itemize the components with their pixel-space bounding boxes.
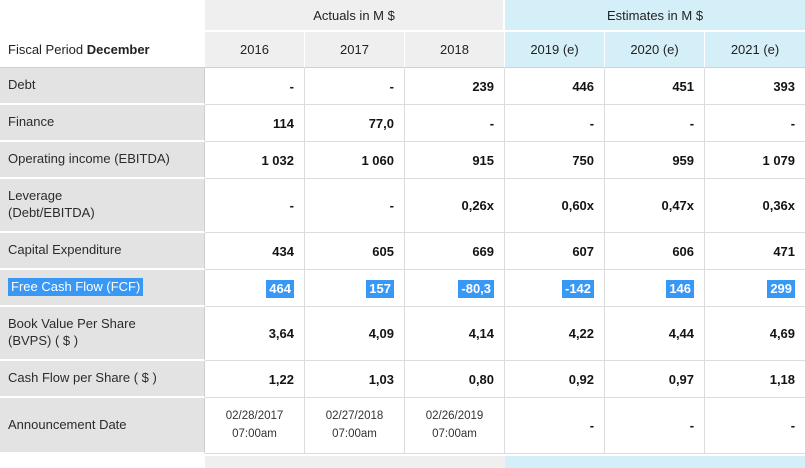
column-header-row: Fiscal Period December 2016 2017 2018 2019 … — [0, 32, 805, 68]
value-cell: 0,80 — [405, 361, 506, 398]
value-cell: - — [605, 398, 706, 454]
value-cell: 0,92 — [505, 361, 606, 398]
financials-table: Actuals in M $ Estimates in M $ Fiscal P… — [0, 0, 805, 454]
value-cell: 146 — [605, 270, 706, 307]
value-cell: -80,3 — [405, 270, 506, 307]
row-label: Operating income (EBITDA) — [0, 142, 205, 179]
row-label: Debt — [0, 68, 205, 105]
fiscal-period-label: Fiscal Period December — [0, 32, 205, 68]
column-header-2020: 2020 (e) — [605, 32, 706, 68]
value-cell: - — [505, 398, 606, 454]
table-row: Cash Flow per Share ( $ ) 1,22 1,03 0,80 0,9… — [0, 361, 805, 398]
row-label: Leverage (Debt/EBITDA) — [0, 179, 205, 233]
value-cell: 915 — [405, 142, 506, 179]
next-section-strip — [0, 456, 805, 468]
date-cell: 02/26/2019 07:00am — [405, 398, 506, 454]
column-header-2016: 2016 — [205, 32, 305, 68]
value-cell: 1 079 — [705, 142, 805, 179]
row-label: Announcement Date — [0, 398, 205, 454]
table-row: Book Value Per Share (BVPS) ( $ ) 3,64 4,0… — [0, 307, 805, 361]
actuals-group-header: Actuals in M $ — [205, 0, 506, 32]
value-cell: 157 — [305, 270, 405, 307]
value-cell: - — [405, 105, 506, 142]
row-label: Free Cash Flow (FCF) — [0, 270, 205, 307]
value-cell: 607 — [505, 233, 606, 270]
value-cell: 606 — [605, 233, 706, 270]
date-cell: 02/27/2018 07:00am — [305, 398, 405, 454]
table-row: Finance 114 77,0- - - - — [0, 105, 805, 142]
value-cell: -142 — [505, 270, 606, 307]
value-cell: 239 — [405, 68, 506, 105]
table-row: Capital Expenditure 434 605 669 607 606 471 — [0, 233, 805, 270]
estimates-group-header: Estimates in M $ — [505, 0, 805, 32]
column-header-2017: 2017 — [305, 32, 405, 68]
value-cell: 471 — [705, 233, 805, 270]
value-cell: 0,26x — [405, 179, 506, 233]
table-body: Debt - -239 446 451 393 Finance 114 77,0- - - - Oper… — [0, 68, 805, 454]
value-cell: 4,22 — [505, 307, 606, 361]
value-cell: 4,44 — [605, 307, 706, 361]
value-cell: 1 060 — [305, 142, 405, 179]
value-cell: 1,03 — [305, 361, 405, 398]
value-cell: 4,14 — [405, 307, 506, 361]
value-cell: 3,64 — [205, 307, 305, 361]
table-row: Free Cash Flow (FCF) 464 157 -80,3 -142 146 29… — [0, 270, 805, 307]
value-cell: 669 — [405, 233, 506, 270]
value-cell: 959 — [605, 142, 706, 179]
value-cell: 434 — [205, 233, 305, 270]
value-cell: 393 — [705, 68, 805, 105]
value-cell: 299 — [705, 270, 805, 307]
value-cell: 0,36x — [705, 179, 805, 233]
value-cell: 4,69 — [705, 307, 805, 361]
fiscal-period-prefix: Fiscal Period — [8, 42, 87, 57]
column-header-2021: 2021 (e) — [705, 32, 805, 68]
corner-blank — [0, 0, 205, 32]
table-row: Leverage (Debt/EBITDA) - -0,26x 0,60x 0,47x 0… — [0, 179, 805, 233]
row-label: Cash Flow per Share ( $ ) — [0, 361, 205, 398]
value-cell: 464 — [205, 270, 305, 307]
column-header-2018: 2018 — [405, 32, 506, 68]
value-cell: 4,09 — [305, 307, 405, 361]
row-label: Finance — [0, 105, 205, 142]
value-cell: 750 — [505, 142, 606, 179]
value-cell: - — [605, 105, 706, 142]
strip-spacer — [0, 456, 205, 468]
value-cell: 0,97 — [605, 361, 706, 398]
strip-estimates — [505, 456, 805, 468]
value-cell: - — [305, 68, 405, 105]
value-cell: 0,60x — [505, 179, 606, 233]
value-cell: 605 — [305, 233, 405, 270]
value-cell: - — [205, 179, 305, 233]
value-cell: - — [205, 68, 305, 105]
table-row: Debt - -239 446 451 393 — [0, 68, 805, 105]
value-cell: 1 032 — [205, 142, 305, 179]
value-cell: - — [705, 105, 805, 142]
value-cell: 451 — [605, 68, 706, 105]
group-header-row: Actuals in M $ Estimates in M $ — [0, 0, 805, 32]
table-row: Operating income (EBITDA) 1 032 1 060 915 75… — [0, 142, 805, 179]
row-label: Book Value Per Share (BVPS) ( $ ) — [0, 307, 205, 361]
value-cell: 77,0 — [305, 105, 405, 142]
value-cell: 114 — [205, 105, 305, 142]
value-cell: 1,18 — [705, 361, 805, 398]
strip-actuals — [205, 456, 505, 468]
row-label: Capital Expenditure — [0, 233, 205, 270]
value-cell: - — [305, 179, 405, 233]
value-cell: 1,22 — [205, 361, 305, 398]
value-cell: 446 — [505, 68, 606, 105]
fiscal-period-value: December — [86, 42, 150, 57]
column-header-2019: 2019 (e) — [505, 32, 606, 68]
value-cell: 0,47x — [605, 179, 706, 233]
value-cell: - — [705, 398, 805, 454]
date-cell: 02/28/2017 07:00am — [205, 398, 305, 454]
table-row: Announcement Date 02/28/2017 07:00am 02/27… — [0, 398, 805, 454]
value-cell: - — [505, 105, 606, 142]
